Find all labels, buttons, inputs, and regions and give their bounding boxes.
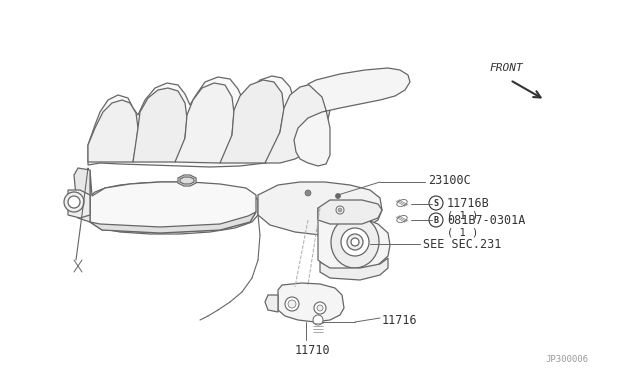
Text: S: S [433,199,438,208]
Circle shape [429,213,443,227]
Text: ( 1 ): ( 1 ) [447,210,478,220]
Text: 081B7-0301A: 081B7-0301A [447,214,525,227]
Circle shape [285,297,299,311]
Ellipse shape [397,199,407,206]
Circle shape [317,305,323,311]
Polygon shape [90,212,256,233]
Circle shape [335,193,340,199]
Circle shape [429,196,443,210]
Text: 11710: 11710 [295,343,331,356]
Circle shape [338,208,342,212]
Circle shape [68,196,80,208]
Polygon shape [320,258,388,280]
Text: ( 1 ): ( 1 ) [447,227,478,237]
Polygon shape [68,190,90,218]
Polygon shape [133,88,187,162]
Polygon shape [265,295,278,312]
Polygon shape [88,100,138,162]
Text: B: B [433,215,438,224]
Circle shape [351,238,359,246]
Circle shape [347,234,363,250]
Ellipse shape [397,215,407,222]
Polygon shape [88,168,258,234]
Polygon shape [178,175,196,186]
Circle shape [313,315,323,325]
Text: FRONT: FRONT [490,63,524,73]
Circle shape [341,228,369,256]
Polygon shape [220,80,284,163]
Polygon shape [278,283,344,322]
Polygon shape [294,68,410,166]
Polygon shape [318,200,382,224]
Text: SEE SEC.231: SEE SEC.231 [423,237,501,250]
Polygon shape [74,168,90,222]
Ellipse shape [331,216,379,268]
Polygon shape [175,83,234,163]
Circle shape [336,206,344,214]
Polygon shape [88,76,330,167]
Text: 23100C: 23100C [428,173,471,186]
Polygon shape [180,177,194,184]
Text: 11716: 11716 [382,314,418,327]
Polygon shape [258,182,382,235]
Text: 11716B: 11716B [447,196,490,209]
Polygon shape [265,84,330,163]
Text: JP300006: JP300006 [545,356,588,365]
Circle shape [288,300,296,308]
Circle shape [314,302,326,314]
Polygon shape [90,170,256,233]
Polygon shape [318,208,390,272]
Circle shape [64,192,84,212]
Circle shape [305,190,311,196]
